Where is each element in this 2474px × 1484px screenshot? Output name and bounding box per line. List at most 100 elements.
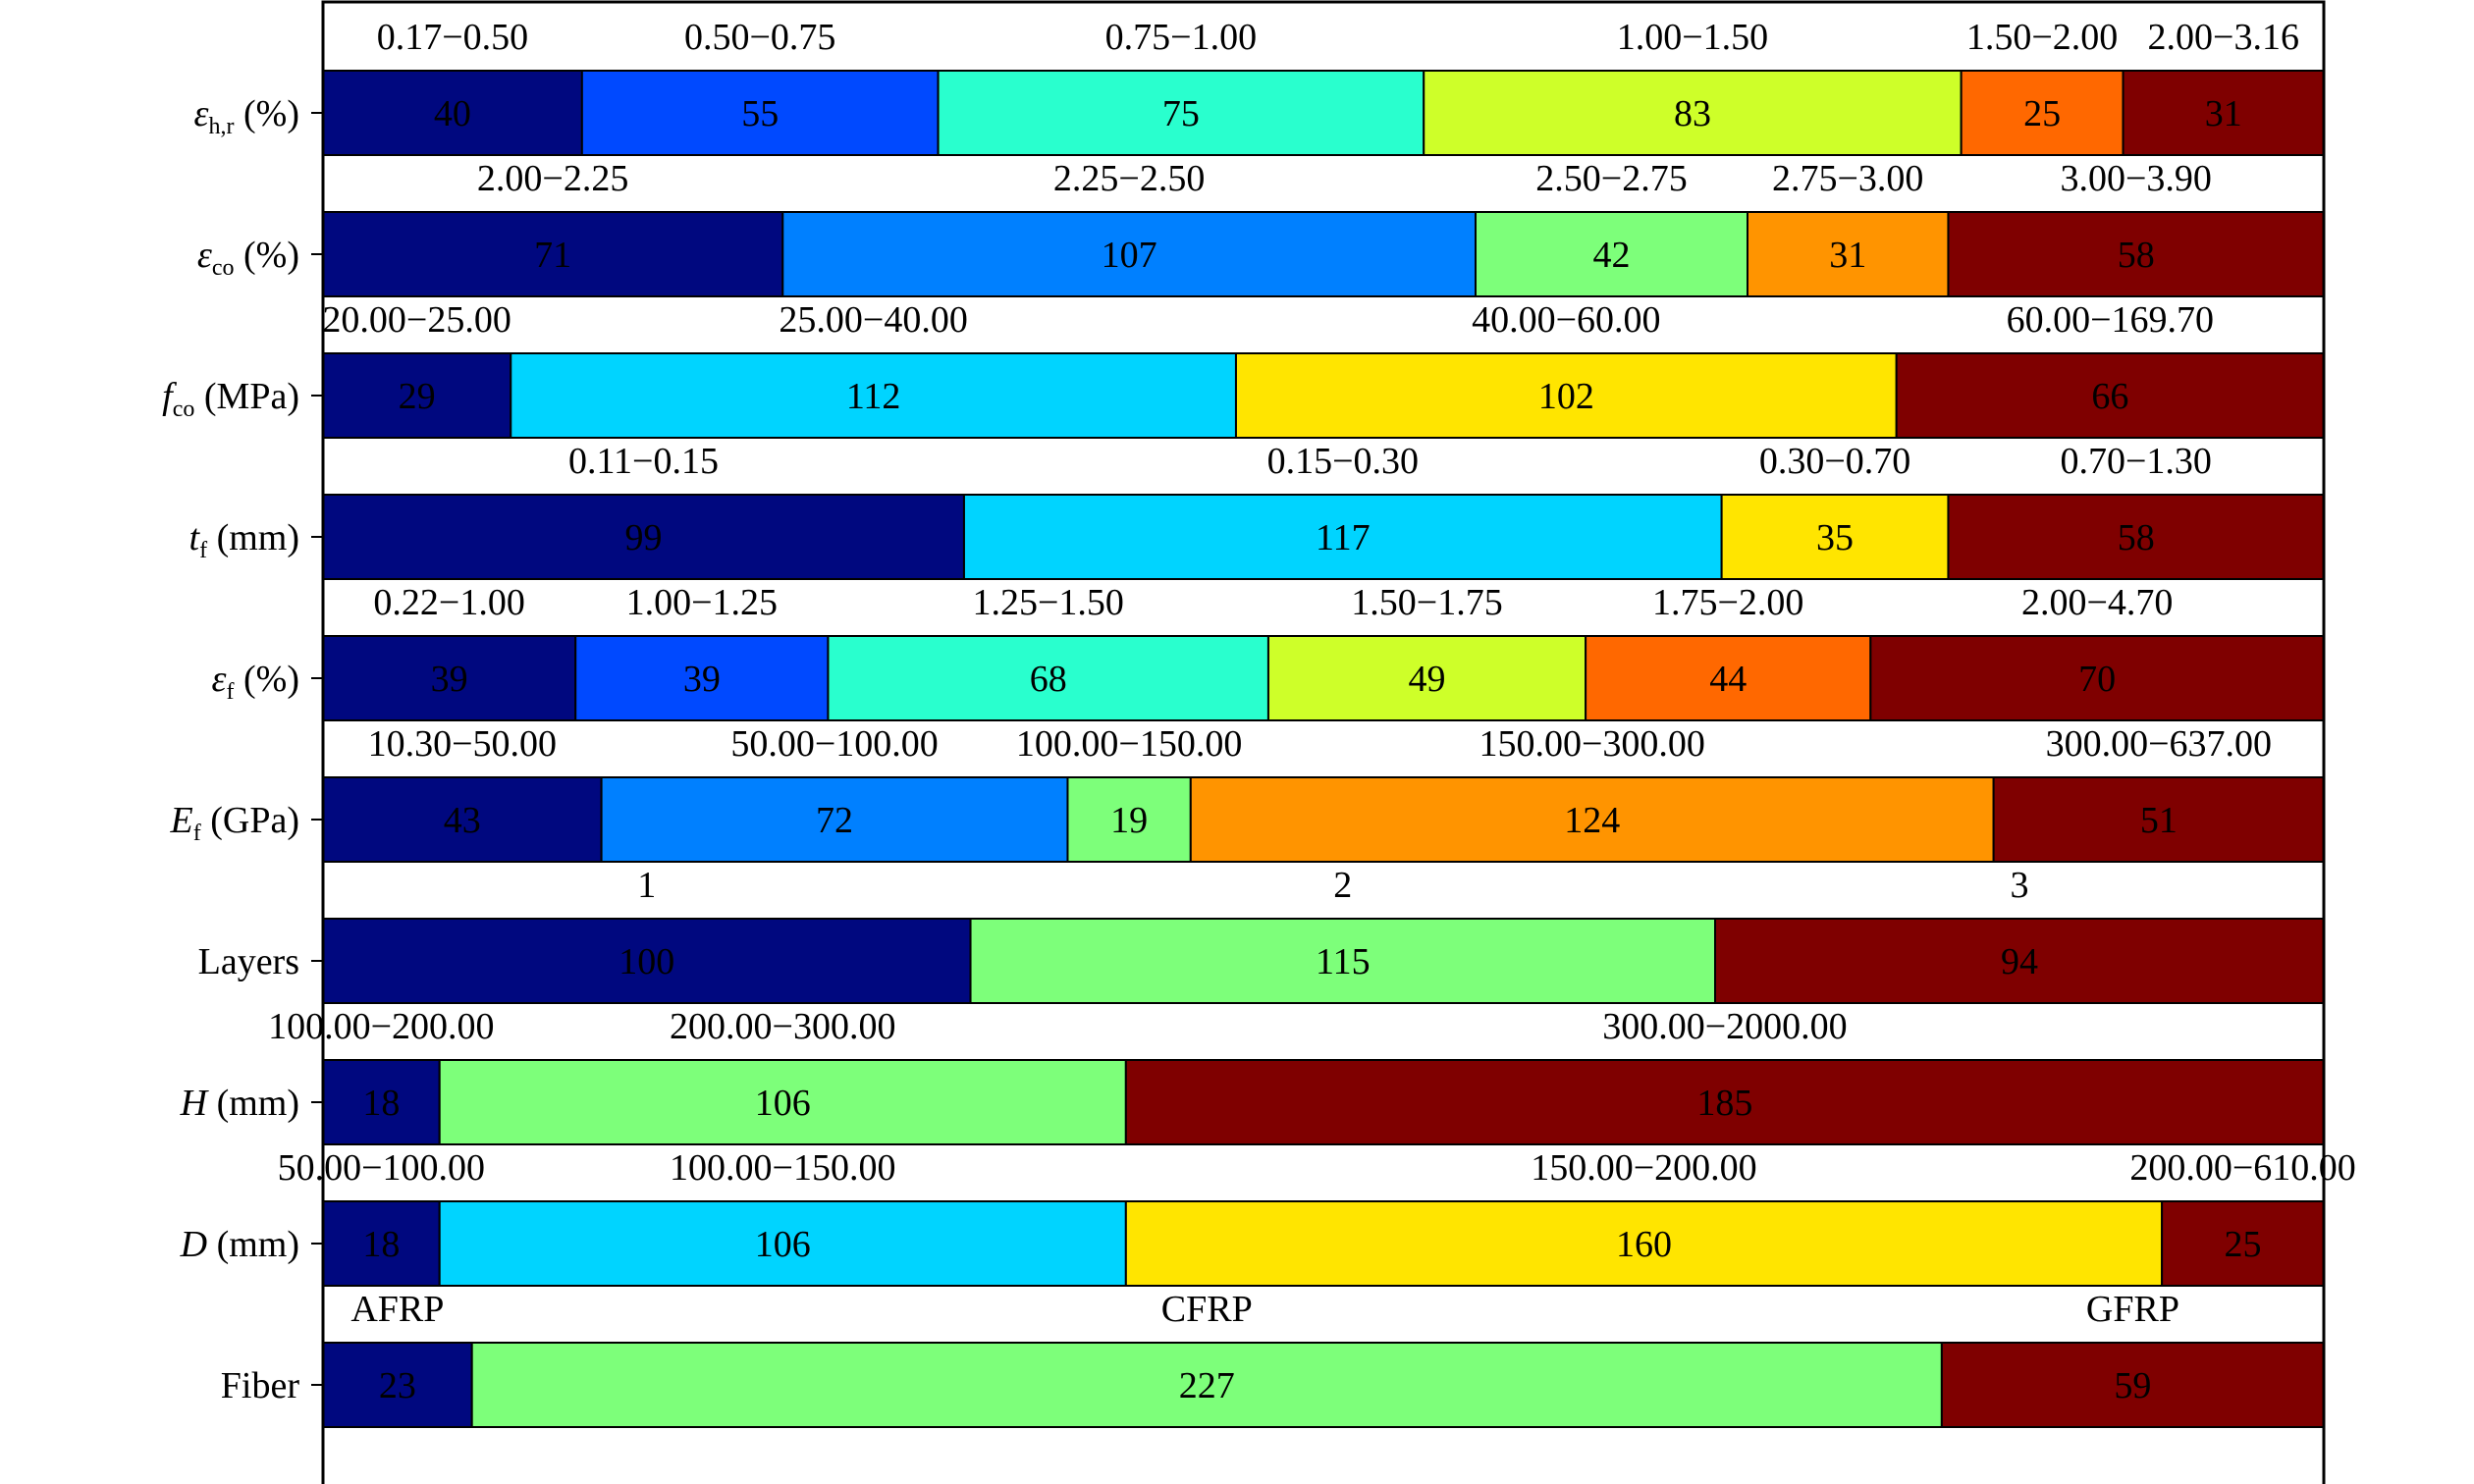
range-label: 1 [637, 865, 656, 906]
bar-segment [1423, 70, 1963, 156]
category-label-part: (mm) [207, 517, 299, 558]
bar-row: 100 1 115 2 94 3 Layers [198, 865, 2325, 1004]
value-label: 99 [624, 517, 662, 558]
value-label: 94 [2001, 941, 2038, 982]
category-label-part: Fiber [221, 1365, 300, 1406]
value-label: 71 [534, 235, 571, 276]
range-label: 0.70−1.30 [2061, 441, 2212, 482]
category-label-part: Layers [198, 941, 299, 982]
bar-row: 43 10.30−50.00 72 50.00−100.00 19 100.00−150.… [170, 723, 2326, 863]
bar-segment [1895, 352, 2325, 439]
value-label: 117 [1316, 517, 1371, 558]
bar-segment [1960, 70, 2124, 156]
value-label: 102 [1538, 376, 1594, 417]
value-label: 58 [2118, 517, 2155, 558]
bar-segment [322, 776, 603, 863]
category-label-part: f [193, 821, 201, 846]
bar-segment [322, 352, 512, 439]
value-label: 185 [1696, 1083, 1752, 1124]
range-label: 0.22−1.00 [373, 582, 524, 623]
bar-segment [322, 1342, 473, 1428]
bar-row: 18 50.00−100.00 106 100.00−150.00 160 150.00−… [180, 1147, 2356, 1287]
range-label: CFRP [1161, 1289, 1253, 1330]
value-label: 39 [431, 659, 468, 700]
bar-segment [1747, 211, 1950, 297]
bar-segment [574, 635, 830, 721]
value-label: 75 [1162, 93, 1200, 134]
bar-segment [1124, 1059, 2325, 1145]
value-label: 51 [2140, 800, 2178, 841]
range-label: 2.75−3.00 [1772, 158, 1923, 199]
bar-segment [438, 1059, 1127, 1145]
value-label: 40 [434, 93, 471, 134]
value-label: 83 [1674, 93, 1711, 134]
bar-segment [1474, 211, 1749, 297]
value-label: 59 [2114, 1365, 2151, 1406]
range-label: 100.00−200.00 [268, 1006, 494, 1047]
value-label: 25 [2023, 93, 2061, 134]
category-label: Layers [198, 941, 299, 982]
category-label: H (mm) [180, 1083, 299, 1124]
range-label: 60.00−169.70 [2007, 299, 2214, 341]
bar-segment [1189, 776, 1995, 863]
value-label: 227 [1179, 1365, 1235, 1406]
category-label-part: (MPa) [194, 376, 299, 417]
range-label: 300.00−637.00 [2046, 723, 2272, 765]
category-label-part: co [212, 255, 235, 281]
category-label-part: (%) [235, 659, 299, 700]
bar-segment [438, 1200, 1127, 1287]
bar-segment [322, 70, 583, 156]
value-label: 39 [683, 659, 721, 700]
range-label: 1.25−1.50 [972, 582, 1123, 623]
range-label: 2 [1333, 865, 1352, 906]
bar-segment [322, 494, 965, 580]
bar-segment [1720, 494, 1950, 580]
range-label: 1.50−1.75 [1351, 582, 1502, 623]
range-label: 300.00−2000.00 [1602, 1006, 1847, 1047]
value-label: 23 [379, 1365, 416, 1406]
bar-segment [937, 70, 1425, 156]
bar-segment [600, 776, 1069, 863]
value-label: 160 [1616, 1224, 1672, 1265]
bar-segment [781, 211, 1477, 297]
range-label: 2.00−4.70 [2021, 582, 2173, 623]
bar-row: 29 20.00−25.00 112 25.00−40.00 102 40.00−60.0… [162, 299, 2325, 439]
range-label: 150.00−300.00 [1479, 723, 1704, 765]
value-label: 49 [1409, 659, 1446, 700]
range-label: 10.30−50.00 [368, 723, 557, 765]
value-label: 106 [755, 1224, 811, 1265]
value-label: 100 [618, 941, 674, 982]
value-label: 18 [362, 1083, 400, 1124]
bar-segment [1869, 635, 2325, 721]
bar-segment [1266, 635, 1587, 721]
value-label: 107 [1102, 235, 1157, 276]
bar-segment [827, 635, 1269, 721]
category-label: Ef (GPa) [170, 800, 299, 846]
range-label: 1.50−2.00 [1966, 17, 2118, 58]
bar-row: 18 100.00−200.00 106 200.00−300.00 185 300.00… [180, 1006, 2325, 1145]
category-label-part: D [180, 1224, 207, 1265]
range-label: 200.00−300.00 [670, 1006, 895, 1047]
range-label: 0.50−0.75 [684, 17, 835, 58]
bar-segment [1585, 635, 1872, 721]
value-label: 29 [399, 376, 436, 417]
range-label: 1.00−1.50 [1617, 17, 1768, 58]
category-label-part: (%) [235, 93, 299, 134]
value-label: 43 [444, 800, 481, 841]
category-label-part: h,r [209, 114, 235, 139]
value-label: 112 [846, 376, 901, 417]
value-label: 31 [2205, 93, 2242, 134]
range-label: 20.00−25.00 [322, 299, 511, 341]
bar-segment [1940, 1342, 2325, 1428]
bar-segment [1714, 918, 2325, 1004]
category-label: Fiber [221, 1365, 300, 1406]
category-label-part: (mm) [207, 1083, 299, 1124]
range-label: 100.00−150.00 [670, 1147, 895, 1189]
range-label: 2.25−2.50 [1053, 158, 1205, 199]
value-label: 124 [1564, 800, 1620, 841]
value-label: 25 [2225, 1224, 2262, 1265]
category-label-part: H [180, 1083, 210, 1124]
chart-rows: 40 0.17−0.50 55 0.50−0.75 75 0.75−1.00 83 1.00−… [162, 17, 2356, 1428]
category-label: εf (%) [212, 659, 299, 705]
